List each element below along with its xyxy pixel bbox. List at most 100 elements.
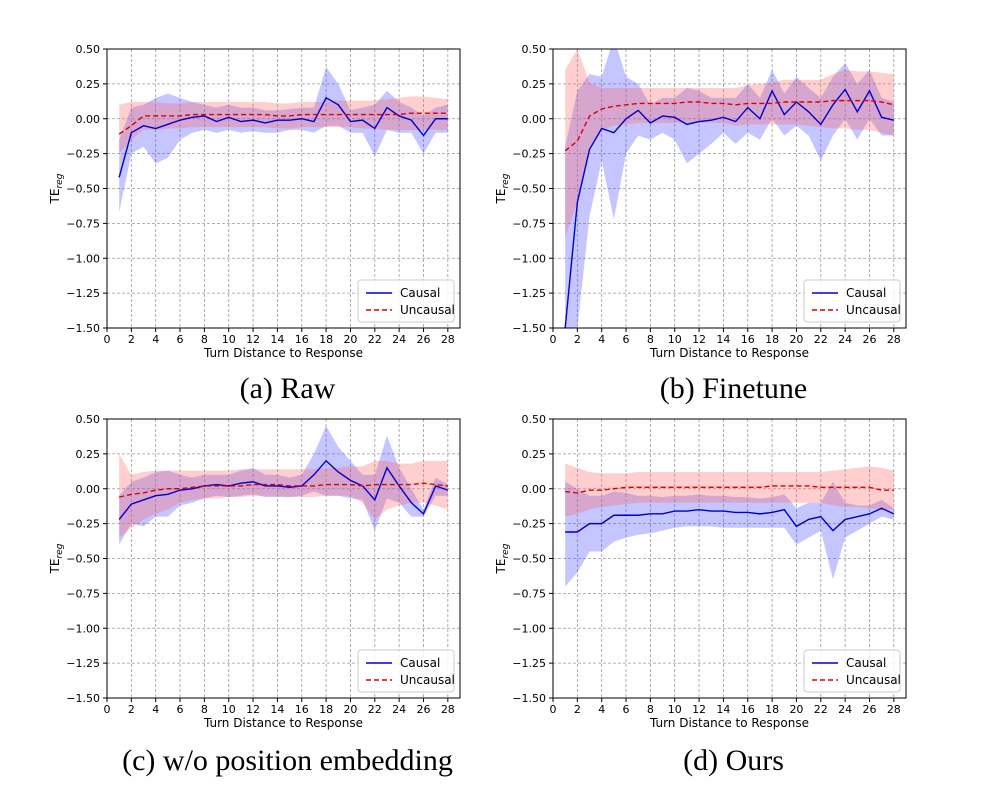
x-tick-label: 14 — [716, 703, 730, 716]
y-tick-label: 0.25 — [522, 78, 547, 91]
band-uncausal — [119, 453, 448, 538]
x-tick-label: 2 — [128, 703, 135, 716]
legend-label-uncausal: Uncausal — [846, 673, 901, 687]
chart-panel-1: 0 2 4 6 8 10 12 14 16 18 20 22 24 26 280.500.250.00−0.… — [48, 43, 461, 405]
y-tick-label: −0.75 — [512, 217, 546, 230]
y-tick-label: −1.25 — [66, 657, 100, 670]
band-uncausal — [565, 463, 894, 517]
legend: Causal Uncausal — [357, 649, 455, 693]
x-tick-label: 16 — [741, 703, 755, 716]
band-causal — [565, 481, 894, 587]
y-tick-label: −0.25 — [512, 148, 546, 161]
panel-caption: (c) w/o position embedding — [122, 744, 453, 777]
x-tick-label: 20 — [343, 333, 357, 346]
y-tick-label: 0.50 — [522, 413, 547, 426]
y-axis-label-main: TE — [48, 559, 62, 575]
y-axis-label: TEreg — [494, 173, 511, 204]
legend: Causal Uncausal — [357, 279, 455, 323]
x-tick-label: 28 — [887, 703, 901, 716]
legend-label-uncausal: Uncausal — [400, 673, 455, 687]
y-tick-label: −0.75 — [512, 587, 546, 600]
y-tick-label: 0.50 — [522, 43, 547, 56]
x-tick-label: 24 — [392, 333, 406, 346]
y-tick-label: −0.25 — [512, 518, 546, 531]
x-tick-label: 4 — [152, 703, 159, 716]
y-tick-label: −0.25 — [66, 518, 100, 531]
chart-panel-2: 0 2 4 6 8 10 12 14 16 18 20 22 24 26 280.500.250.00−0.… — [494, 43, 907, 405]
legend-label-causal: Causal — [400, 286, 440, 300]
series-line-uncausal — [564, 99, 894, 152]
y-axis-label-sub: reg — [55, 173, 65, 188]
x-tick-label: 22 — [814, 703, 828, 716]
x-tick-label: 12 — [246, 333, 260, 346]
band-causal — [119, 67, 448, 213]
y-axis-label-main: TE — [494, 559, 508, 575]
y-tick-label: 0.25 — [76, 448, 101, 461]
legend-label-causal: Causal — [846, 656, 886, 670]
y-tick-label: 0.25 — [522, 448, 547, 461]
y-tick-label: 0.50 — [76, 413, 101, 426]
x-tick-label: 22 — [368, 703, 382, 716]
legend-label-uncausal: Uncausal — [400, 303, 455, 317]
x-tick-label: 10 — [668, 333, 682, 346]
x-tick-label: 18 — [319, 703, 333, 716]
series-line-causal — [565, 507, 895, 533]
x-tick-label: 4 — [598, 703, 605, 716]
legend-box — [357, 649, 455, 693]
y-tick-label: −1.00 — [66, 252, 100, 265]
series-line-causal — [118, 459, 449, 520]
band-uncausal — [119, 96, 448, 154]
panel-caption: (a) Raw — [240, 372, 336, 405]
x-tick-label: 20 — [789, 333, 803, 346]
y-axis-label-main: TE — [494, 189, 508, 205]
legend: Causal Uncausal — [803, 649, 901, 693]
x-tick-label: 26 — [416, 703, 430, 716]
y-tick-label: −0.50 — [512, 183, 546, 196]
plot-area — [565, 463, 895, 587]
y-tick-label: −1.25 — [512, 287, 546, 300]
y-tick-label: −1.00 — [66, 622, 100, 635]
y-tick-label: 0.00 — [76, 483, 101, 496]
x-tick-label: 10 — [668, 703, 682, 716]
y-tick-label: −0.75 — [66, 587, 100, 600]
x-tick-label: 0 — [104, 333, 111, 346]
x-tick-label: 26 — [862, 703, 876, 716]
x-tick-label: 22 — [814, 333, 828, 346]
y-tick-label: −0.75 — [66, 217, 100, 230]
legend-box — [803, 649, 901, 693]
y-tick-label: −0.50 — [66, 183, 100, 196]
x-tick-label: 24 — [838, 333, 852, 346]
chart-panel-3: 0 2 4 6 8 10 12 14 16 18 20 22 24 26 280.500.250.00−0.… — [48, 413, 461, 777]
y-tick-label: −1.25 — [66, 287, 100, 300]
y-tick-label: 0.00 — [522, 113, 547, 126]
series-line-uncausal — [118, 112, 448, 135]
x-tick-label: 6 — [177, 703, 184, 716]
series-line-causal — [118, 96, 448, 178]
x-tick-label: 18 — [319, 333, 333, 346]
x-tick-label: 0 — [550, 333, 557, 346]
legend-box — [803, 279, 901, 323]
x-tick-label: 2 — [574, 703, 581, 716]
band-causal — [119, 425, 448, 545]
x-tick-label: 26 — [416, 333, 430, 346]
x-tick-label: 28 — [887, 333, 901, 346]
legend-label-causal: Causal — [846, 286, 886, 300]
x-tick-label: 26 — [862, 333, 876, 346]
x-tick-label: 6 — [623, 703, 630, 716]
x-axis-label: Turn Distance to Response — [649, 716, 809, 730]
plot-area — [118, 67, 448, 213]
x-tick-label: 0 — [104, 703, 111, 716]
band-uncausal — [565, 49, 894, 238]
x-tick-label: 8 — [201, 703, 208, 716]
x-tick-label: 6 — [177, 333, 184, 346]
x-tick-label: 28 — [441, 333, 455, 346]
y-tick-label: 0.00 — [522, 483, 547, 496]
panel-caption: (d) Ours — [683, 744, 784, 777]
x-axis-label: Turn Distance to Response — [203, 716, 363, 730]
x-tick-label: 0 — [550, 703, 557, 716]
plot-area — [118, 425, 449, 545]
x-tick-label: 12 — [692, 703, 706, 716]
y-axis-label-main: TE — [48, 189, 62, 205]
x-tick-label: 10 — [222, 333, 236, 346]
y-axis-label: TEreg — [48, 543, 65, 574]
